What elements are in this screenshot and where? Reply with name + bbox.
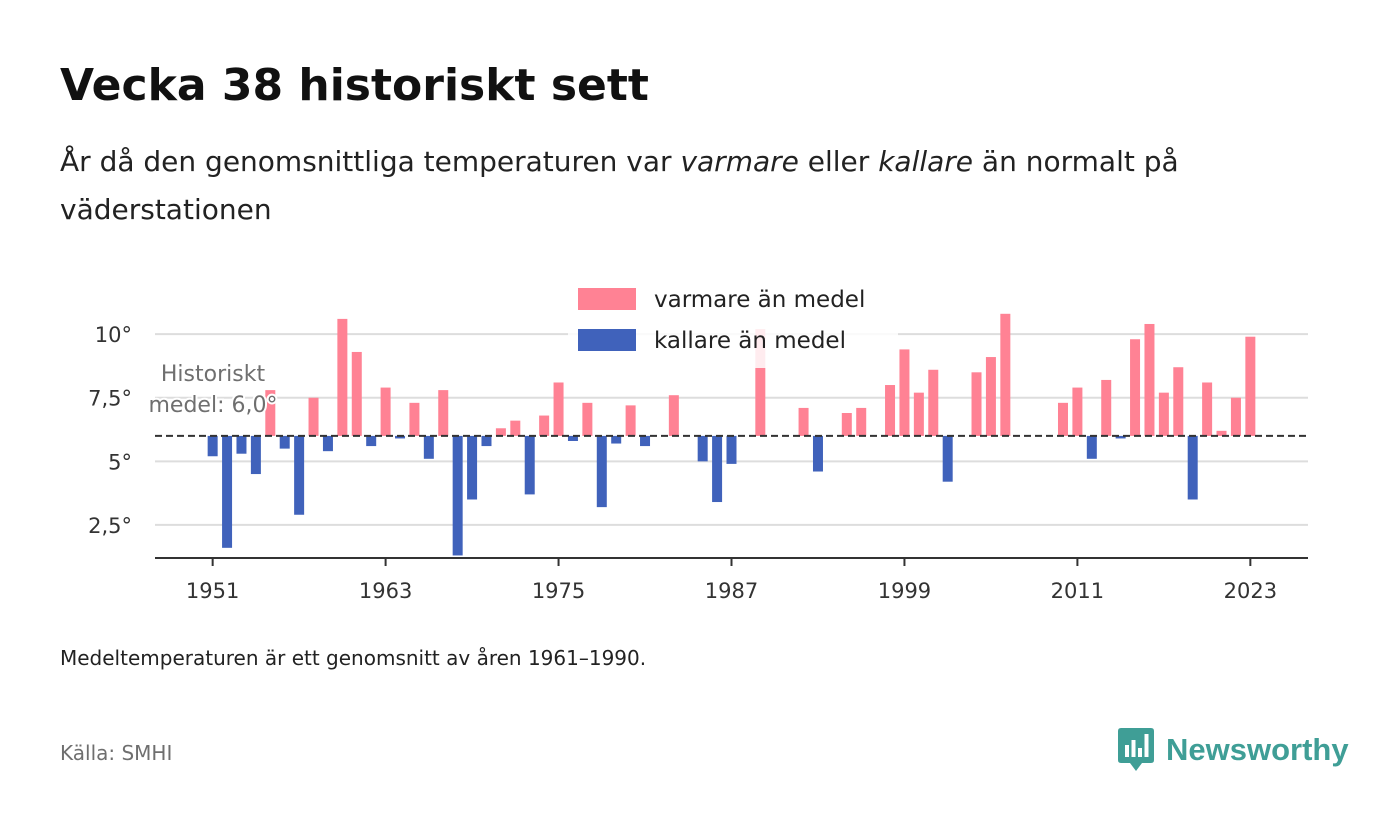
baseline-annotation: Historiskt medel: 6,0° — [147, 360, 280, 420]
bar-cold — [712, 435, 723, 503]
bar-cold — [1086, 435, 1097, 459]
bar-warm — [337, 318, 348, 436]
baseline-label-line1: Historiskt — [161, 362, 266, 387]
x-tick-label: 2011 — [1051, 579, 1104, 603]
bar-cold — [567, 435, 578, 441]
bar-cold — [250, 435, 261, 475]
bar-warm — [668, 395, 679, 436]
bar-cold — [366, 435, 377, 447]
bar-warm — [1230, 397, 1241, 436]
bar-warm — [1144, 323, 1155, 436]
bar-cold — [697, 435, 708, 462]
brand-logo: Newsworthy — [1118, 726, 1349, 774]
x-tick-label: 2023 — [1224, 579, 1277, 603]
bar-cold — [452, 435, 463, 556]
bar-warm — [539, 415, 550, 436]
bar-warm — [380, 387, 391, 436]
x-tick-label: 1951 — [186, 579, 239, 603]
bar-cold — [322, 435, 333, 452]
bar-warm — [1101, 379, 1112, 436]
bar-warm — [971, 372, 982, 436]
bar-warm — [409, 402, 420, 436]
bar-warm — [308, 397, 319, 436]
x-tick-label: 1999 — [878, 579, 931, 603]
bar-warm — [841, 413, 852, 436]
bar-warm — [438, 390, 449, 436]
x-axis: 1951 1963 1975 1987 1999 2011 2023 — [155, 557, 1308, 603]
bar-warm — [1130, 339, 1141, 436]
footnote: Medeltemperaturen är ett genomsnitt av å… — [60, 646, 647, 670]
bar-warm — [1202, 382, 1213, 436]
bar-cold — [294, 435, 305, 515]
bar-warm — [1158, 392, 1169, 436]
bar-warm — [1216, 430, 1227, 436]
chart-subtitle: År då den genomsnittliga temperaturen va… — [60, 138, 1290, 234]
bar-warm — [928, 369, 939, 436]
legend-warm-swatch — [578, 288, 636, 310]
source-label: Källa: SMHI — [60, 741, 173, 765]
bar-cold — [812, 435, 823, 472]
bar-cold — [222, 435, 233, 548]
bar-warm — [351, 351, 362, 436]
bar-cold — [611, 435, 622, 444]
bars — [207, 313, 1256, 556]
legend-cold-swatch — [578, 329, 636, 351]
x-tick-label: 1987 — [705, 579, 758, 603]
bar-warm — [798, 407, 809, 436]
bar-cold — [467, 435, 478, 500]
baseline-label-line2: medel: 6,0° — [149, 393, 278, 418]
bar-cold — [207, 435, 218, 457]
bar-cold — [279, 435, 290, 449]
bar-warm — [1173, 367, 1184, 436]
y-tick-label: 2,5° — [88, 514, 132, 538]
y-tick-label: 7,5° — [88, 387, 132, 411]
legend: varmare än medel kallare än medel — [568, 278, 898, 368]
y-axis-labels: 2,5° 5° 7,5° 10° — [88, 323, 132, 538]
bar-cold — [395, 435, 406, 439]
bar-warm — [510, 420, 521, 436]
bar-cold — [524, 435, 535, 495]
bar-cold — [596, 435, 607, 508]
bar-warm — [582, 402, 593, 436]
newsworthy-logo-icon — [1118, 728, 1154, 771]
subtitle-cold-word: kallare — [878, 145, 974, 178]
subtitle-text-2: eller — [798, 145, 879, 178]
bar-cold — [481, 435, 492, 447]
bar-cold — [423, 435, 434, 459]
x-tick-label: 1975 — [532, 579, 585, 603]
bar-cold — [726, 435, 737, 464]
bar-warm — [1245, 336, 1256, 436]
bar-warm — [755, 329, 766, 436]
bar-warm — [856, 407, 867, 436]
bar-warm — [1057, 402, 1068, 436]
chart-title: Vecka 38 historiskt sett — [60, 60, 649, 111]
bar-warm — [913, 392, 924, 436]
bar-cold — [640, 435, 651, 447]
legend-cold-label: kallare än medel — [654, 328, 846, 354]
bar-warm — [553, 382, 564, 436]
brand-name: Newsworthy — [1166, 732, 1349, 767]
subtitle-warm-word: varmare — [680, 145, 799, 178]
bar-warm — [899, 349, 910, 436]
bar-warm — [495, 428, 506, 436]
legend-warm-label: varmare än medel — [654, 287, 865, 313]
bar-cold — [236, 435, 247, 454]
y-tick-label: 10° — [95, 323, 132, 347]
subtitle-text-1: År då den genomsnittliga temperaturen va… — [60, 145, 681, 178]
bar-cold — [942, 435, 953, 482]
bar-warm — [625, 405, 636, 436]
subtitle-text-3: än normalt på väderstationen — [60, 145, 1179, 226]
bar-warm — [985, 357, 996, 436]
bar-cold — [1187, 435, 1198, 500]
x-tick-label: 1963 — [359, 579, 412, 603]
bar-warm — [885, 385, 896, 436]
y-tick-label: 5° — [108, 450, 132, 474]
bar-cold — [1115, 435, 1126, 439]
bar-warm — [1000, 313, 1011, 436]
bar-warm — [265, 390, 276, 436]
bar-warm — [1072, 387, 1083, 436]
